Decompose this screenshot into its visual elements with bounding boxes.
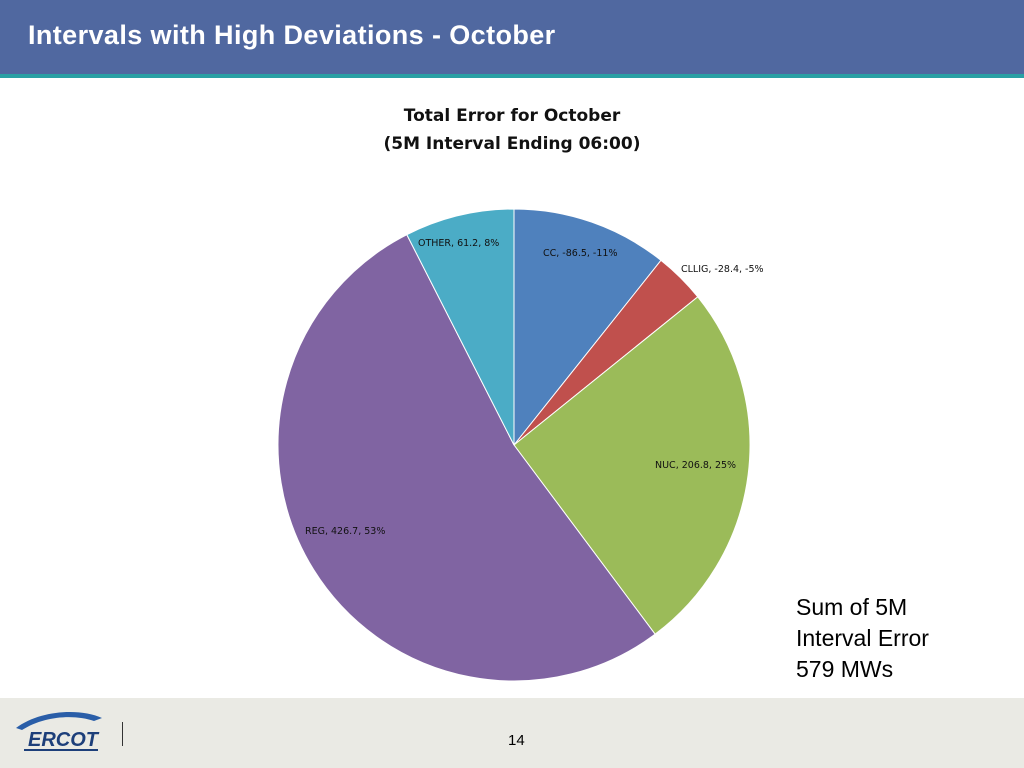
logo-divider bbox=[122, 722, 123, 746]
chart-title-line2: (5M Interval Ending 06:00) bbox=[383, 134, 641, 154]
pie-slice-reg bbox=[277, 234, 656, 682]
note-line-2: Interval Error bbox=[796, 625, 929, 651]
slice-label-reg: REG, 426.7, 53% bbox=[305, 526, 385, 537]
note-line-1: Sum of 5M bbox=[796, 594, 908, 620]
error-sum-note: Sum of 5M Interval Error 579 MWs bbox=[796, 592, 929, 685]
slide-title: Intervals with High Deviations - October bbox=[28, 20, 556, 50]
logo-text: ERCOT bbox=[28, 729, 100, 751]
chart-title-line1: Total Error for October bbox=[403, 106, 621, 126]
slice-label-cllig: CLLIG, -28.4, -5% bbox=[681, 264, 764, 275]
note-line-3: 579 MWs bbox=[796, 656, 894, 682]
slice-label-other: OTHER, 61.2, 8% bbox=[418, 238, 499, 249]
slice-label-nuc: NUC, 206.8, 25% bbox=[655, 460, 736, 471]
ercot-logo: ERCOT bbox=[16, 712, 102, 751]
pie-slice-cc bbox=[513, 208, 662, 447]
pie-slice-nuc bbox=[513, 296, 751, 635]
logo-underline bbox=[24, 749, 98, 751]
title-accent-line bbox=[0, 74, 1024, 78]
title-bar bbox=[0, 0, 1024, 78]
footer-bar bbox=[0, 698, 1024, 768]
chart-title: Total Error for October (5M Interval End… bbox=[312, 102, 712, 158]
logo-swoosh bbox=[16, 712, 102, 730]
slice-label-cc: CC, -86.5, -11% bbox=[543, 248, 617, 259]
page-number: 14 bbox=[508, 732, 525, 749]
pie-slice-other bbox=[406, 208, 515, 446]
